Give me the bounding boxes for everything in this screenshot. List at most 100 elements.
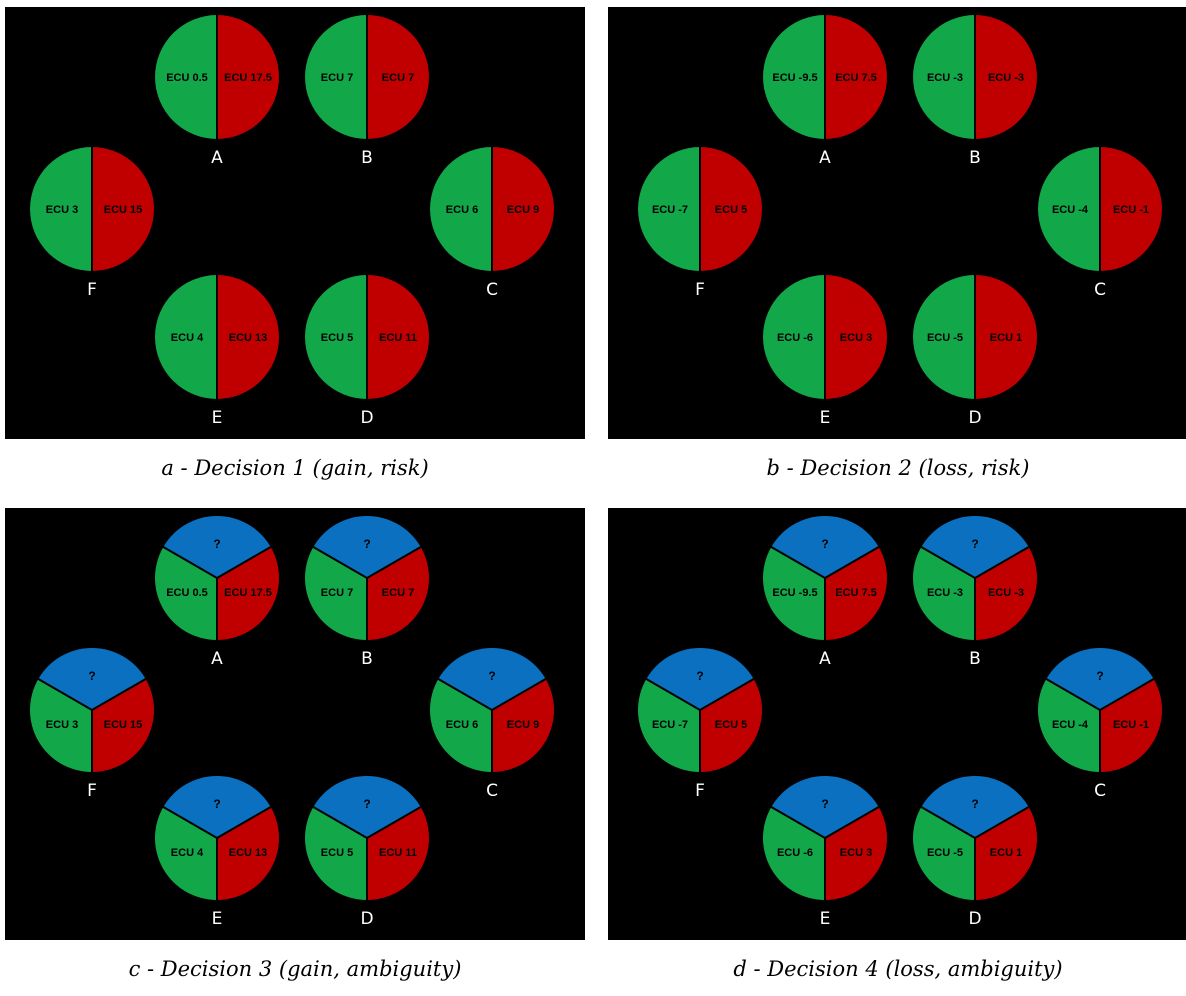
option-e-green-half [763, 275, 825, 399]
option-d-unknown-label: ? [971, 797, 978, 811]
option-e: ECU -6 ECU 3 E [763, 275, 887, 428]
option-e-red-half [217, 275, 279, 399]
option-b: ECU -3 ECU -3 B [913, 15, 1037, 168]
option-b-letter: B [969, 148, 981, 168]
option-e-unknown-label: ? [821, 797, 828, 811]
option-c: ECU 6 ECU 9 C [430, 147, 554, 300]
option-d-green-value: ECU 5 [321, 332, 353, 344]
option-b-unknown-label: ? [363, 537, 370, 551]
option-e-divider [162, 806, 218, 839]
option-a-red-value: ECU 17.5 [224, 72, 272, 84]
option-f-green-sector [30, 679, 93, 772]
option-b-divider [366, 546, 422, 579]
option-b-letter: B [969, 649, 981, 669]
option-b-red-value: ECU -3 [988, 72, 1024, 84]
option-e-divider [824, 806, 880, 839]
option-e-red-half [825, 275, 887, 399]
option-c-letter: C [486, 781, 498, 801]
option-c-red-half [1100, 147, 1162, 271]
option-d-red-value: ECU 11 [379, 332, 417, 344]
option-b-red-value: ECU -3 [988, 587, 1024, 599]
option-c-red-half [492, 147, 554, 271]
option-f-divider [699, 678, 755, 711]
option-b-blue-sector [313, 516, 421, 578]
option-d-divider [920, 806, 976, 839]
option-e-green-half [155, 275, 217, 399]
option-a: ECU 0.5 ECU 17.5 A [155, 15, 279, 168]
option-f-letter: F [87, 280, 97, 300]
option-e-divider [770, 806, 826, 839]
option-e-green-sector [155, 807, 217, 900]
option-c-green-value: ECU 6 [446, 204, 478, 216]
option-e-red-sector [825, 807, 887, 900]
option-d-red-sector [975, 807, 1037, 900]
option-b: ? ECU -3 ECU -3 B [913, 516, 1037, 669]
option-b-green-sector [305, 547, 367, 640]
option-a: ? ECU 0.5 ECU 17.5 A [155, 516, 279, 669]
option-a-green-half [155, 15, 217, 139]
option-e-red-value: ECU 13 [229, 332, 268, 344]
option-e-green-value: ECU 4 [171, 847, 204, 859]
option-e: ECU 4 ECU 13 E [155, 275, 279, 428]
option-f-divider [37, 678, 93, 711]
option-e-red-value: ECU 3 [840, 847, 872, 859]
option-d-divider [312, 806, 368, 839]
option-e-divider [216, 806, 272, 839]
option-d-blue-sector [313, 776, 421, 838]
option-e: ? ECU -6 ECU 3 E [763, 776, 887, 929]
option-a: ? ECU -9.5 ECU 7.5 A [763, 516, 887, 669]
option-a-green-value: ECU -9.5 [772, 587, 817, 599]
option-e-letter: E [820, 909, 831, 929]
option-e-letter: E [212, 408, 223, 428]
option-a-unknown-label: ? [821, 537, 828, 551]
option-e-red-value: ECU 13 [229, 847, 268, 859]
option-f-unknown-label: ? [88, 669, 95, 683]
option-c-letter: C [1094, 280, 1106, 300]
option-c-divider [491, 678, 547, 711]
option-d-letter: D [968, 408, 981, 428]
option-d-blue-sector [921, 776, 1029, 838]
option-d-red-half [367, 275, 429, 399]
option-a-unknown-label: ? [213, 537, 220, 551]
option-f-red-half [92, 147, 154, 271]
option-a-letter: A [211, 649, 223, 669]
option-a-divider [216, 546, 272, 579]
option-d-red-sector [367, 807, 429, 900]
option-b: ? ECU 7 ECU 7 B [305, 516, 429, 669]
option-b: ECU 7 ECU 7 B [305, 15, 429, 168]
option-b-green-value: ECU 7 [321, 72, 353, 84]
option-a-red-half [217, 15, 279, 139]
option-d-green-sector [305, 807, 367, 900]
option-f-red-half [700, 147, 762, 271]
option-e-unknown-label: ? [213, 797, 220, 811]
option-b-red-half [367, 15, 429, 139]
option-f: ? ECU 3 ECU 15 F [30, 648, 154, 801]
option-e-green-value: ECU -6 [777, 847, 813, 859]
option-d-divider [974, 806, 1030, 839]
option-a-red-sector [825, 547, 887, 640]
option-f-red-value: ECU 15 [104, 719, 143, 731]
option-f-green-sector [638, 679, 700, 772]
option-b-divider [920, 546, 976, 579]
option-a-green-half [763, 15, 825, 139]
panel-decision-1: ECU 0.5 ECU 17.5 A ECU 7 ECU 7 B ECU 6 ECU 9 C EC… [5, 7, 585, 439]
option-c-divider [437, 678, 493, 711]
option-e-blue-sector [771, 776, 879, 838]
option-c-green-sector [429, 679, 492, 772]
option-d-unknown-label: ? [363, 797, 370, 811]
option-f-green-value: ECU 3 [46, 204, 78, 216]
panel-decision-4: ? ECU -9.5 ECU 7.5 A? ECU -3 ECU -3 B? ECU -4 EC… [608, 508, 1186, 940]
option-e-red-value: ECU 3 [840, 332, 872, 344]
option-a-green-value: ECU 0.5 [166, 72, 208, 84]
option-b-unknown-label: ? [971, 537, 978, 551]
option-e-green-sector [763, 807, 825, 900]
option-b-red-value: ECU 7 [382, 587, 414, 599]
caption-decision-4: d - Decision 4 (loss, ambiguity) [733, 957, 1063, 981]
option-a-red-sector [217, 547, 279, 640]
option-b-green-half [305, 15, 367, 139]
option-b-letter: B [361, 649, 373, 669]
option-b-green-half [913, 15, 975, 139]
decision-4-diagram: ?ECU -9.5 ECU 7.5A?ECU -3 ECU -3B?ECU -4 EC… [638, 516, 1162, 929]
option-c-green-value: ECU -4 [1052, 204, 1089, 216]
